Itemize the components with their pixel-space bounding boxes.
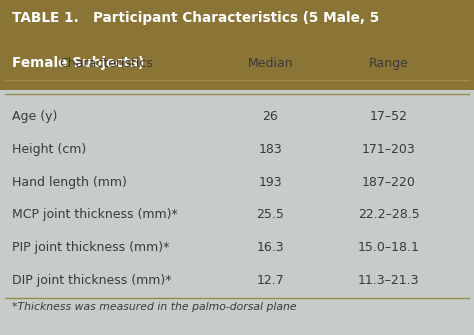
Text: 193: 193 <box>258 176 282 189</box>
Text: Hand length (mm): Hand length (mm) <box>12 176 127 189</box>
Text: 26: 26 <box>262 110 278 123</box>
Text: 17–52: 17–52 <box>370 110 408 123</box>
Text: Median: Median <box>247 57 293 70</box>
Text: 16.3: 16.3 <box>256 241 284 254</box>
Text: PIP joint thickness (mm)*: PIP joint thickness (mm)* <box>12 241 169 254</box>
Text: 171–203: 171–203 <box>362 143 416 156</box>
Text: MCP joint thickness (mm)*: MCP joint thickness (mm)* <box>12 208 178 221</box>
Text: DIP joint thickness (mm)*: DIP joint thickness (mm)* <box>12 274 171 287</box>
Text: Range: Range <box>369 57 409 70</box>
Text: Height (cm): Height (cm) <box>12 143 86 156</box>
Text: 12.7: 12.7 <box>256 274 284 287</box>
Text: 11.3–21.3: 11.3–21.3 <box>358 274 419 287</box>
Text: 25.5: 25.5 <box>256 208 284 221</box>
Text: 22.2–28.5: 22.2–28.5 <box>358 208 419 221</box>
Text: 183: 183 <box>258 143 282 156</box>
Text: Characteristics: Characteristics <box>60 57 154 70</box>
Text: Female Subjects): Female Subjects) <box>12 56 144 70</box>
FancyBboxPatch shape <box>0 0 474 90</box>
Text: *Thickness was measured in the palmo-dorsal plane: *Thickness was measured in the palmo-dor… <box>12 302 296 312</box>
Text: Age (y): Age (y) <box>12 110 57 123</box>
Text: TABLE 1.   Participant Characteristics (5 Male, 5: TABLE 1. Participant Characteristics (5 … <box>12 11 379 25</box>
Text: 15.0–18.1: 15.0–18.1 <box>358 241 419 254</box>
Text: 187–220: 187–220 <box>362 176 416 189</box>
